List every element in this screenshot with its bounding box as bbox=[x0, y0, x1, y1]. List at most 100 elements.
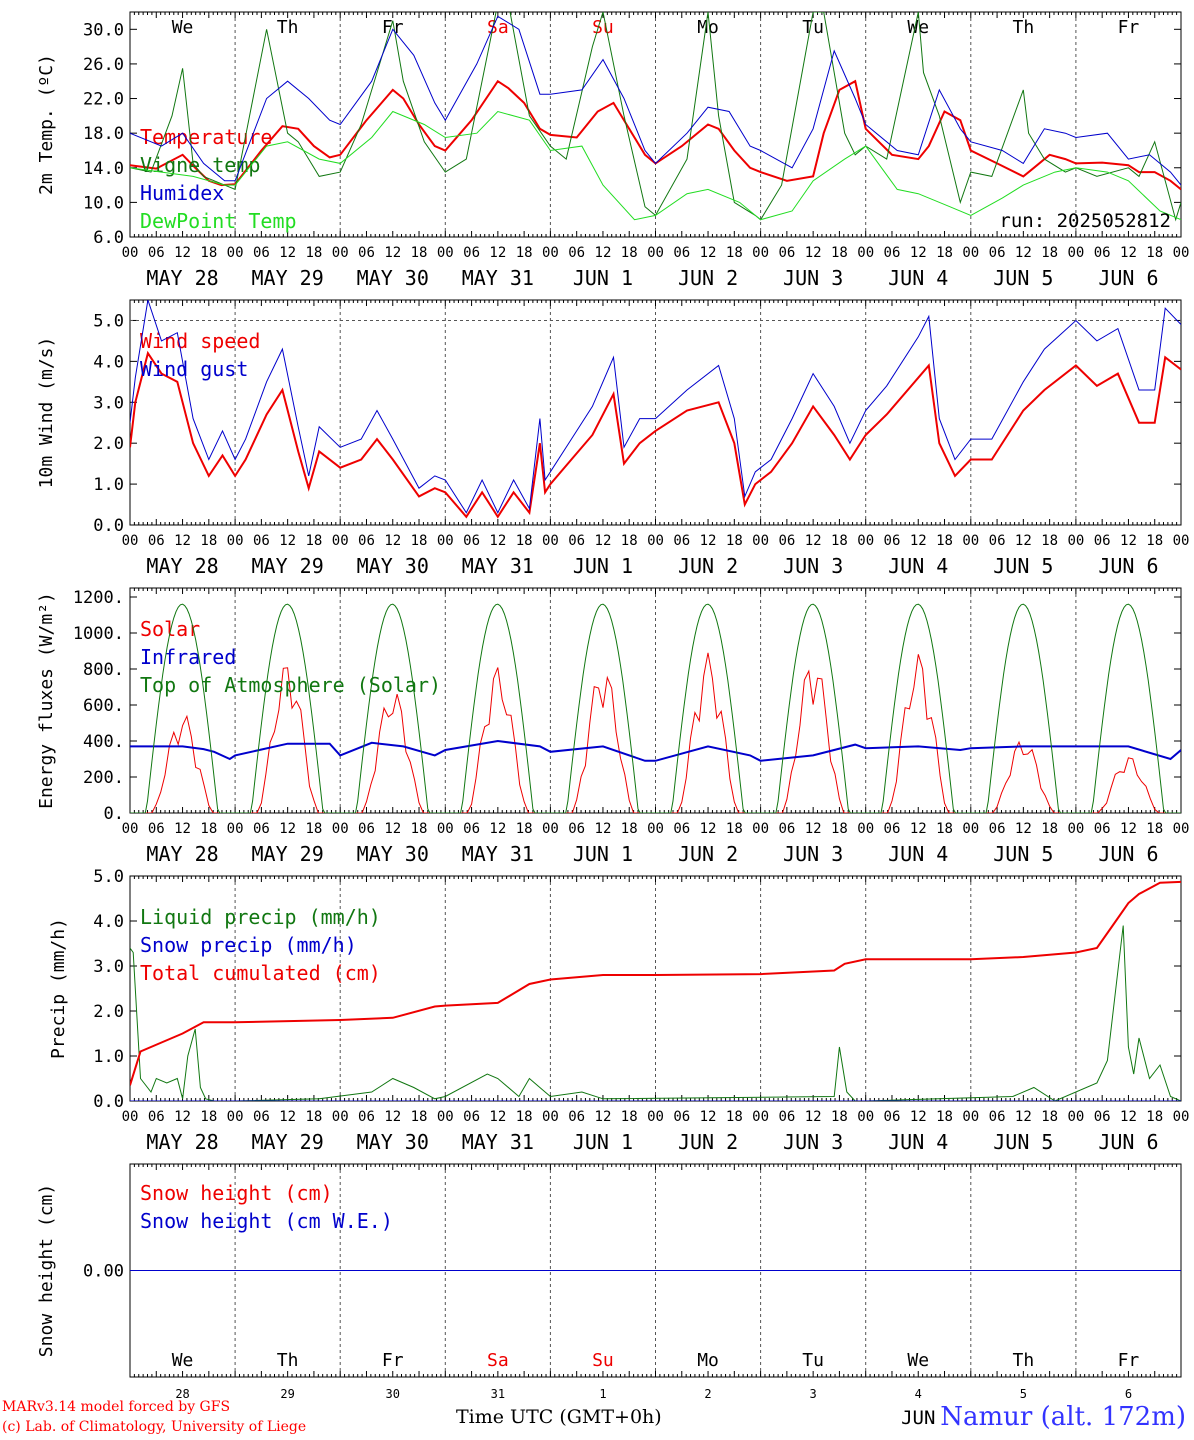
precip-hour-label: 18 bbox=[936, 1109, 953, 1125]
temp-ylabel: 2m Temp. (ºC) bbox=[36, 54, 57, 195]
wind-hour-label: 18 bbox=[726, 533, 743, 549]
precip-hour-label: 00 bbox=[122, 1109, 139, 1125]
precip-date-label: JUN 1 bbox=[573, 1130, 633, 1154]
precip-legend-entry: Snow precip (mm/h) bbox=[140, 933, 357, 957]
energy-date-label: JUN 3 bbox=[783, 842, 843, 866]
wind-hour-label: 00 bbox=[962, 533, 979, 549]
precip-hour-label: 00 bbox=[1173, 1109, 1190, 1125]
wind-hour-label: 12 bbox=[595, 533, 612, 549]
wind-hour-label: 12 bbox=[910, 533, 927, 549]
temp-series-line bbox=[130, 12, 1181, 222]
station-label: Namur (alt. 172m) bbox=[940, 1402, 1186, 1432]
energy-hour-label: 12 bbox=[910, 821, 927, 837]
energy-hour-label: 06 bbox=[778, 821, 795, 837]
day-number-label: 31 bbox=[491, 1387, 505, 1401]
wind-hour-label: 18 bbox=[411, 533, 428, 549]
energy-hour-label: 00 bbox=[752, 821, 769, 837]
temp-hour-label: 18 bbox=[936, 245, 953, 261]
wind-hour-label: 06 bbox=[989, 533, 1006, 549]
energy-hour-label: 12 bbox=[1120, 821, 1137, 837]
snow-weekday-label: Fr bbox=[1118, 1350, 1140, 1371]
energy-frame bbox=[129, 587, 1182, 814]
energy-hour-label: 06 bbox=[148, 821, 165, 837]
precip-date-label: JUN 3 bbox=[783, 1130, 843, 1154]
energy-hour-label: 06 bbox=[884, 821, 901, 837]
precip-series-line bbox=[130, 880, 1181, 1086]
temp-hour-label: 18 bbox=[411, 245, 428, 261]
precip-hour-label: 18 bbox=[831, 1109, 848, 1125]
wind-hour-label: 12 bbox=[1120, 533, 1137, 549]
precip-date-label: MAY 28 bbox=[146, 1130, 218, 1154]
wind-date-label: JUN 5 bbox=[993, 554, 1053, 578]
wind-date-label: JUN 6 bbox=[1098, 554, 1158, 578]
energy-date-label: MAY 29 bbox=[252, 842, 324, 866]
energy-hour-label: 12 bbox=[279, 821, 296, 837]
energy-ytick-label: 600. bbox=[83, 696, 124, 716]
precip-hour-label: 12 bbox=[595, 1109, 612, 1125]
wind-ytick-label: 0.0 bbox=[93, 516, 124, 536]
temp-hour-label: 06 bbox=[568, 245, 585, 261]
precip-date-label: JUN 6 bbox=[1098, 1130, 1158, 1154]
wind-legend-entry: Wind gust bbox=[140, 357, 248, 381]
wind-hour-label: 06 bbox=[673, 533, 690, 549]
temp-hour-label: 12 bbox=[595, 245, 612, 261]
wind-date-label: JUN 2 bbox=[678, 554, 738, 578]
precip-hour-label: 06 bbox=[148, 1109, 165, 1125]
precip-hour-label: 00 bbox=[227, 1109, 244, 1125]
temp-hour-label: 18 bbox=[1041, 245, 1058, 261]
precip-hour-label: 18 bbox=[1146, 1109, 1163, 1125]
snow-legend-entry: Snow height (cm) bbox=[140, 1181, 333, 1205]
snow-weekday-label: Sa bbox=[487, 1350, 509, 1371]
snow-weekday-label: Fr bbox=[382, 1350, 404, 1371]
energy-hour-label: 00 bbox=[437, 821, 454, 837]
energy-series-line bbox=[130, 739, 1181, 762]
wind-date-label: MAY 30 bbox=[357, 554, 429, 578]
wind-hour-label: 06 bbox=[463, 533, 480, 549]
temp-legend-entry: DewPoint Temp bbox=[140, 209, 297, 233]
temp-frame bbox=[129, 11, 1182, 238]
temp-hour-label: 12 bbox=[489, 245, 506, 261]
temp-series-line bbox=[130, 110, 1181, 221]
wind-ytick-label: 5.0 bbox=[93, 311, 124, 331]
wind-hour-label: 18 bbox=[305, 533, 322, 549]
precip-legend-entry: Total cumulated (cm) bbox=[140, 961, 381, 985]
energy-hour-label: 12 bbox=[805, 821, 822, 837]
wind-date-label: JUN 1 bbox=[573, 554, 633, 578]
precip-hour-label: 12 bbox=[700, 1109, 717, 1125]
precip-date-label: MAY 30 bbox=[357, 1130, 429, 1154]
wind-hour-label: 18 bbox=[516, 533, 533, 549]
wind-hour-label: 12 bbox=[805, 533, 822, 549]
temp-hour-label: 18 bbox=[200, 245, 217, 261]
precip-hour-label: 18 bbox=[200, 1109, 217, 1125]
energy-hour-label: 00 bbox=[647, 821, 664, 837]
temp-weekday-label: We bbox=[907, 17, 929, 38]
wind-hour-label: 12 bbox=[384, 533, 401, 549]
precip-ytick-label: 1.0 bbox=[93, 1047, 124, 1067]
temp-hour-label: 06 bbox=[1094, 245, 1111, 261]
precip-hour-label: 06 bbox=[1094, 1109, 1111, 1125]
energy-hour-label: 12 bbox=[489, 821, 506, 837]
temp-ytick-label: 30.0 bbox=[83, 20, 124, 40]
energy-ytick-label: 200. bbox=[83, 768, 124, 788]
energy-series-line bbox=[130, 652, 1181, 813]
temp-date-label: JUN 3 bbox=[783, 266, 843, 290]
precip-date-label: MAY 29 bbox=[252, 1130, 324, 1154]
energy-series-line bbox=[130, 603, 1181, 813]
snow-weekday-label: Mo bbox=[697, 1350, 719, 1371]
precip-hour-label: 06 bbox=[884, 1109, 901, 1125]
wind-hour-label: 12 bbox=[1015, 533, 1032, 549]
temp-hour-label: 12 bbox=[805, 245, 822, 261]
temp-hour-label: 12 bbox=[1120, 245, 1137, 261]
precip-hour-label: 18 bbox=[411, 1109, 428, 1125]
temp-hour-label: 18 bbox=[1146, 245, 1163, 261]
energy-hour-label: 12 bbox=[384, 821, 401, 837]
temp-hour-label: 00 bbox=[1067, 245, 1084, 261]
precip-hour-label: 12 bbox=[384, 1109, 401, 1125]
precip-hour-label: 00 bbox=[542, 1109, 559, 1125]
temp-hour-label: 00 bbox=[122, 245, 139, 261]
month-label: JUN bbox=[901, 1407, 935, 1429]
precip-hour-label: 00 bbox=[962, 1109, 979, 1125]
energy-date-label: MAY 28 bbox=[146, 842, 218, 866]
temp-date-label: JUN 5 bbox=[993, 266, 1053, 290]
